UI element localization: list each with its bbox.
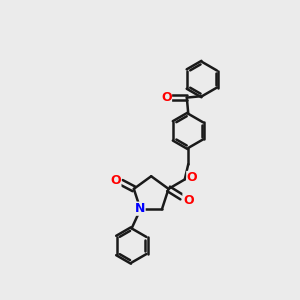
- Text: O: O: [161, 91, 172, 104]
- Text: N: N: [135, 202, 145, 215]
- Text: O: O: [110, 174, 121, 188]
- Text: O: O: [183, 194, 194, 207]
- Text: O: O: [187, 172, 197, 184]
